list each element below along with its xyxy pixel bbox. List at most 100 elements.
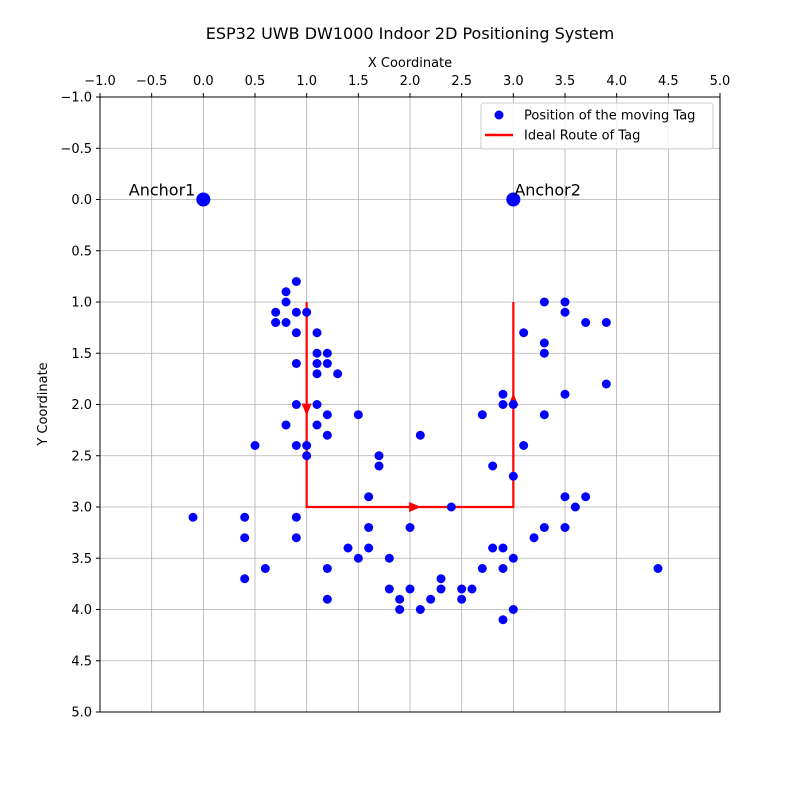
y-tick-label: 4.5 [71, 654, 92, 669]
tag-point [405, 523, 415, 532]
tag-point [291, 533, 301, 543]
tag-point [322, 410, 332, 420]
tag-point [488, 461, 498, 471]
y-axis-ticks: −1.0 −0.5 0.0 0.5 1.0 1.5 2.0 2.5 3.0 3.5 4.0 4.5 5.… [60, 91, 100, 721]
tag-point [581, 492, 591, 502]
tag-point [601, 318, 611, 327]
anchors: Anchor1 Anchor2 [129, 181, 581, 207]
tag-point [560, 492, 570, 502]
tag-point [353, 410, 363, 420]
tag-point [240, 574, 250, 584]
legend-label-route: Ideal Route of Tag [524, 129, 640, 144]
y-tick-label: 1.0 [71, 296, 92, 311]
x-tick-label: 4.5 [658, 74, 679, 89]
tag-point [498, 389, 508, 399]
x-axis-label: X Coordinate [368, 56, 452, 71]
tag-point [322, 594, 332, 604]
tag-point [467, 584, 477, 594]
tag-point [322, 348, 332, 358]
tag-point [291, 400, 301, 409]
anchor-marker [196, 192, 211, 207]
tag-point [250, 441, 260, 450]
tag-point [312, 420, 322, 430]
tag-point [508, 400, 518, 409]
plot-frame [99, 96, 721, 713]
tag-point [539, 338, 549, 348]
tag-point [457, 584, 467, 594]
tag-point [560, 523, 570, 532]
tag-point [312, 369, 322, 379]
y-tick-label: 3.5 [71, 552, 92, 567]
tag-point [322, 359, 332, 368]
legend-box [480, 102, 714, 150]
tag-point [539, 523, 549, 532]
tag-point [364, 543, 374, 553]
tag-point [384, 553, 394, 563]
x-tick-label: 0.5 [245, 74, 266, 89]
tag-point [281, 420, 291, 430]
x-tick-label: 4.0 [606, 74, 627, 89]
tag-point [415, 605, 425, 614]
tag-point [519, 328, 529, 338]
anchor-label: Anchor2 [514, 181, 581, 200]
tag-point [343, 543, 353, 553]
tag-point [405, 584, 415, 594]
x-tick-label: 5.0 [710, 74, 731, 89]
x-tick-label: 2.0 [400, 74, 421, 89]
y-tick-label: 1.5 [71, 347, 92, 362]
tag-point [581, 318, 591, 327]
tag-point [395, 594, 405, 604]
tag-point [498, 564, 508, 573]
tag-point [291, 307, 301, 317]
tag-point [364, 492, 374, 502]
tag-point [322, 564, 332, 573]
x-tick-label: −0.5 [136, 74, 168, 89]
tag-point [488, 543, 498, 553]
tag-point [291, 277, 301, 286]
tag-point [539, 410, 549, 420]
route-arrow-right [409, 502, 422, 512]
y-tick-label: 2.5 [71, 449, 92, 464]
tag-point [436, 584, 446, 594]
tag-point [271, 307, 281, 317]
y-tick-label: 3.0 [71, 501, 92, 516]
x-axis-ticks: −1.0 −0.5 0.0 0.5 1.0 1.5 2.0 2.5 3.0 3.5 4.0 4.5 5.… [84, 74, 730, 97]
x-tick-label: 1.0 [296, 74, 317, 89]
tag-point [446, 502, 456, 512]
tag-point [457, 594, 467, 604]
tag-point [302, 451, 312, 461]
tag-point [477, 564, 487, 573]
tag-point [302, 307, 312, 317]
tag-point [498, 615, 508, 625]
tag-point [653, 564, 663, 573]
tag-point [364, 523, 374, 532]
tag-positions [188, 277, 663, 625]
tag-point [560, 389, 570, 399]
tag-point [519, 441, 529, 450]
tag-point [312, 400, 322, 409]
tag-point [322, 430, 332, 440]
tag-point [508, 605, 518, 614]
x-tick-label: 3.5 [555, 74, 576, 89]
tag-point [281, 318, 291, 327]
tag-point [312, 348, 322, 358]
tag-point [539, 297, 549, 307]
y-tick-label: −0.5 [60, 142, 92, 157]
tag-point [291, 328, 301, 338]
tag-point [560, 297, 570, 307]
x-tick-label: 2.5 [451, 74, 472, 89]
tag-point [302, 441, 312, 450]
tag-point [426, 594, 436, 604]
tag-point [333, 369, 343, 379]
y-tick-label: 4.0 [71, 603, 92, 618]
tag-point [498, 400, 508, 409]
tag-point [291, 512, 301, 522]
x-tick-label: 3.0 [503, 74, 524, 89]
tag-point [240, 533, 250, 543]
tag-point [436, 574, 446, 584]
y-tick-label: 0.0 [71, 193, 92, 208]
tag-point [508, 471, 518, 481]
anchor-marker [506, 192, 521, 207]
x-tick-label: 1.5 [348, 74, 369, 89]
x-tick-label: 0.0 [193, 74, 214, 89]
